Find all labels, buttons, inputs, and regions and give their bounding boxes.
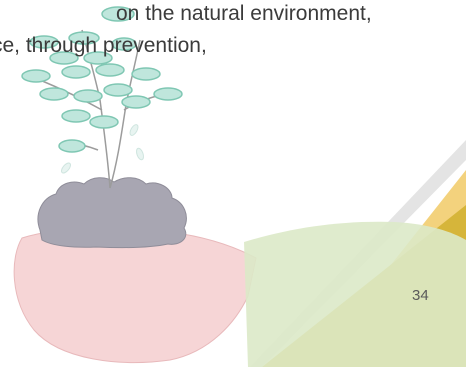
leaf xyxy=(103,83,133,97)
leaf xyxy=(83,51,113,65)
leaf xyxy=(131,67,161,81)
leaf xyxy=(111,37,137,51)
seedling-leaves xyxy=(21,6,183,153)
leaf xyxy=(95,63,125,77)
leaf xyxy=(29,35,59,49)
leaf xyxy=(58,139,86,153)
body-text-line-2: ce, through prevention, xyxy=(0,34,207,57)
leaf xyxy=(89,115,119,129)
body-text-line-1: on the natural environment, xyxy=(116,2,372,25)
soil-mound xyxy=(37,177,187,249)
leaf xyxy=(61,109,91,123)
leaf xyxy=(101,6,135,22)
leaf xyxy=(153,87,183,101)
falling-leaves xyxy=(61,124,144,174)
leaf xyxy=(49,51,79,65)
leaf xyxy=(61,65,91,79)
leaf xyxy=(73,89,103,103)
leaf xyxy=(21,69,51,83)
leaf xyxy=(121,95,151,109)
leaf xyxy=(68,31,100,45)
palm-shape xyxy=(13,227,257,363)
leaf xyxy=(39,87,69,101)
sleeve-shape xyxy=(244,221,466,367)
page-number: 34 xyxy=(412,287,429,304)
